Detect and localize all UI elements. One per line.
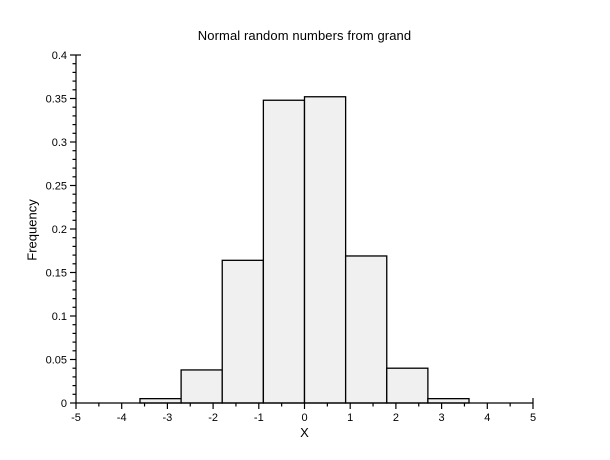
chart-title: Normal random numbers from grand (197, 28, 412, 43)
y-axis-tick-label: 0.15 (46, 268, 67, 280)
y-axis-tick-label: 0.1 (52, 311, 67, 323)
x-axis-tick-label: -2 (208, 412, 218, 424)
y-axis-tick-label: 0.35 (46, 94, 67, 106)
x-axis-label: X (300, 425, 309, 440)
x-axis-tick-label: 5 (530, 412, 536, 424)
x-axis-tick-label: -4 (117, 412, 127, 424)
y-axis-tick-label: 0.3 (52, 137, 67, 149)
x-axis-tick-label: -5 (71, 412, 81, 424)
histogram-bar (427, 397, 470, 404)
x-axis-tick-label: 1 (347, 412, 353, 424)
x-axis-tick-label: -1 (254, 412, 264, 424)
y-axis-tick-label: 0.25 (46, 181, 67, 193)
x-axis-tick-label: -3 (163, 412, 173, 424)
x-axis-tick-label: 2 (393, 412, 399, 424)
histogram-bar (386, 367, 429, 404)
histogram-bar (139, 397, 182, 404)
y-axis-label: Frequency (24, 199, 40, 261)
y-axis-tick-label: 0 (61, 398, 67, 410)
y-axis-tick-label: 0.2 (52, 224, 67, 236)
histogram-bar (262, 99, 306, 404)
y-axis-tick-label: 0.4 (52, 50, 67, 62)
histogram-bar (221, 259, 265, 404)
histogram-bar (344, 255, 388, 404)
y-axis-tick-label: 0.05 (46, 355, 67, 367)
x-axis-tick-label: 3 (439, 412, 445, 424)
x-axis-tick-label: 4 (484, 412, 490, 424)
histogram-bar (303, 96, 347, 404)
x-axis-tick-label: 0 (301, 412, 307, 424)
histogram-bar (180, 369, 223, 404)
